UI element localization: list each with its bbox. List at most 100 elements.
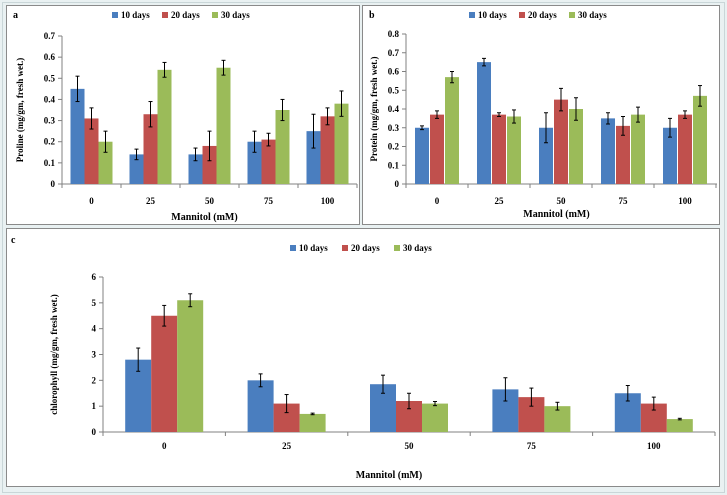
bar-b-2-2 xyxy=(569,109,583,184)
error-bar-b-3-0 xyxy=(606,112,610,125)
y-tick-label-c-1: 1 xyxy=(92,401,97,411)
y-tick-label-c-3: 3 xyxy=(92,350,97,360)
y-tick-label-c-6: 6 xyxy=(92,272,97,282)
error-bar-b-3-1 xyxy=(621,116,625,136)
x-axis-label-c: Mannitol (mM) xyxy=(356,470,422,481)
y-tick-label-c-0: 0 xyxy=(92,427,97,437)
error-bar-c-3-1 xyxy=(529,387,534,407)
error-bar-a-0-0 xyxy=(75,75,80,103)
bar-c-1-0 xyxy=(247,380,274,432)
y-axis-label-a: Proline (mg/gm, fresh wet.) xyxy=(15,58,25,162)
y-axis-label-c: chlorophyll (mg/gm, fresh wet.) xyxy=(49,294,59,414)
error-bar-c-2-2 xyxy=(433,401,437,407)
error-bar-a-1-2 xyxy=(162,61,167,78)
error-bar-b-0-1 xyxy=(435,110,439,119)
legend-label-b-2: 30 days xyxy=(578,10,607,20)
error-bar-c-4-1 xyxy=(651,396,656,411)
legend-label-a-2: 30 days xyxy=(221,10,250,20)
y-tick-label-a-1: 0.1 xyxy=(44,158,56,168)
bar-b-0-2 xyxy=(445,77,459,184)
bar-a-2-0 xyxy=(188,154,203,184)
bar-c-0-1 xyxy=(151,315,178,432)
y-tick-label-a-7: 0.7 xyxy=(44,31,56,41)
error-bar-a-2-0 xyxy=(193,147,198,162)
legend-swatch-a-1 xyxy=(162,12,168,18)
legend-swatch-c-2 xyxy=(394,245,400,251)
x-tick-label-a-0: 0 xyxy=(89,196,94,206)
error-bar-b-2-2 xyxy=(574,97,578,121)
legend-label-a-0: 10 days xyxy=(121,10,150,20)
x-tick-label-b-2: 50 xyxy=(557,196,567,206)
legend-swatch-b-1 xyxy=(519,12,525,18)
bar-b-4-2 xyxy=(693,95,707,184)
x-tick-label-b-0: 0 xyxy=(435,196,440,206)
legend-swatch-c-0 xyxy=(290,245,296,251)
error-bar-a-4-1 xyxy=(325,107,330,126)
chart-a-svg: a 10 days 20 days 30 days 0 0.1 0.2 0.3 0.4 0.5 0.… xyxy=(13,10,358,223)
bar-c-2-2 xyxy=(422,403,448,432)
bar-b-1-1 xyxy=(492,114,506,184)
x-tick-label-b-1: 25 xyxy=(495,196,505,206)
error-bar-c-1-1 xyxy=(284,394,289,414)
legend-swatch-a-0 xyxy=(112,12,118,18)
bar-b-4-1 xyxy=(678,114,692,184)
error-bar-a-1-1 xyxy=(148,101,153,128)
panel-label-b: b xyxy=(369,10,375,21)
y-tick-label-c-4: 4 xyxy=(92,324,97,334)
x-tick-label-b-3: 75 xyxy=(619,196,629,206)
bar-a-2-2 xyxy=(216,67,231,184)
x-tick-label-a-1: 25 xyxy=(146,196,156,206)
bar-b-4-0 xyxy=(663,127,677,184)
chart-c-svg: c 10 days 20 days 30 days 0 1 2 3 4 5 6 chlorophyll… xyxy=(11,235,716,481)
error-bar-b-0-2 xyxy=(450,71,454,84)
y-tick-label-b-2: 0.2 xyxy=(388,142,400,152)
chart-panel-c: c 10 days 20 days 30 days 0 1 2 3 4 5 6 chlorophyll… xyxy=(6,228,720,487)
error-bar-a-3-2 xyxy=(280,98,285,122)
x-tick-label-b-4: 100 xyxy=(678,196,692,206)
bar-a-3-1 xyxy=(261,139,276,184)
bar-b-0-1 xyxy=(430,114,444,184)
legend-label-b-0: 10 days xyxy=(478,10,507,20)
y-tick-label-a-6: 0.6 xyxy=(44,52,56,62)
error-bar-a-3-1 xyxy=(266,132,271,147)
bar-b-2-1 xyxy=(554,99,568,184)
bar-a-4-0 xyxy=(306,131,321,184)
error-bar-a-0-1 xyxy=(89,107,94,130)
x-tick-label-a-2: 50 xyxy=(205,196,215,206)
y-tick-label-b-5: 0.5 xyxy=(388,85,400,95)
bar-a-0-1 xyxy=(84,118,99,184)
error-bar-a-4-0 xyxy=(311,113,316,149)
error-bar-b-1-0 xyxy=(482,57,486,67)
bar-b-2-0 xyxy=(539,127,553,184)
error-bar-b-4-2 xyxy=(698,85,702,107)
bar-c-1-2 xyxy=(299,413,326,432)
y-tick-label-b-3: 0.3 xyxy=(388,123,400,133)
x-tick-label-c-0: 0 xyxy=(162,441,167,451)
x-tick-label-a-3: 75 xyxy=(264,196,274,206)
error-bar-b-3-2 xyxy=(636,106,640,123)
error-bar-a-0-2 xyxy=(103,130,108,153)
error-bar-c-3-0 xyxy=(503,377,508,402)
bar-b-3-1 xyxy=(616,125,630,184)
legend-label-c-1: 20 days xyxy=(351,243,380,253)
x-tick-label-c-3: 75 xyxy=(527,441,537,451)
error-bar-b-4-1 xyxy=(683,110,687,119)
panel-label-c: c xyxy=(11,235,16,246)
error-bar-c-1-0 xyxy=(258,373,263,388)
y-tick-label-a-5: 0.5 xyxy=(44,73,56,83)
bar-a-4-1 xyxy=(320,116,335,184)
panel-label-a: a xyxy=(13,10,18,21)
x-tick-label-a-4: 100 xyxy=(321,196,335,206)
bar-c-4-2 xyxy=(666,419,693,432)
error-bar-c-0-2 xyxy=(188,293,193,308)
y-tick-label-a-0: 0 xyxy=(51,179,56,189)
error-bar-c-1-2 xyxy=(310,412,315,416)
error-bar-a-2-1 xyxy=(207,130,212,162)
y-tick-label-c-2: 2 xyxy=(92,375,97,385)
legend-label-c-0: 10 days xyxy=(299,243,328,253)
error-bar-b-4-0 xyxy=(668,117,672,138)
y-tick-label-b-8: 0.8 xyxy=(388,29,400,39)
error-bar-b-1-2 xyxy=(512,109,516,124)
error-bar-a-4-2 xyxy=(339,90,344,117)
